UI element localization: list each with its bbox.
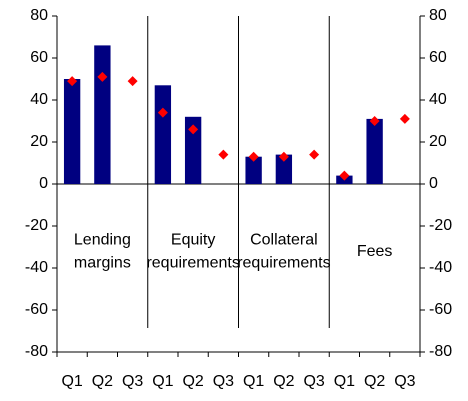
- group-label: Lending: [74, 232, 131, 249]
- bar: [94, 45, 111, 185]
- bar: [275, 154, 293, 184]
- y-tick-label: 60: [30, 49, 48, 66]
- group-label: Fees: [357, 243, 393, 260]
- diamond-marker: [278, 151, 289, 162]
- y2-tick-label: 40: [429, 91, 447, 108]
- diamond-marker: [67, 76, 78, 87]
- x-tick-label: Q2: [364, 373, 385, 390]
- bar: [366, 118, 383, 184]
- bar: [245, 156, 262, 184]
- y2-tick-label: -20: [429, 217, 452, 234]
- group-label: requirements: [237, 255, 330, 272]
- y-tick-label: 40: [30, 91, 48, 108]
- group-label: margins: [74, 255, 131, 272]
- diamond-marker: [127, 76, 138, 87]
- x-tick-label: Q3: [303, 373, 324, 390]
- y2-tick-label: -60: [429, 301, 452, 318]
- y2-tick-label: -40: [429, 259, 452, 276]
- y-tick-label: -20: [25, 217, 48, 234]
- y-tick-label: -60: [25, 301, 48, 318]
- x-tick-label: Q1: [152, 373, 173, 390]
- x-tick-label: Q2: [182, 373, 203, 390]
- x-tick-label: Q2: [92, 373, 113, 390]
- x-tick-label: Q1: [243, 373, 264, 390]
- diamond-marker: [369, 116, 380, 126]
- group-label: Equity: [171, 232, 215, 249]
- x-tick-label: Q3: [394, 373, 415, 390]
- y2-tick-label: 0: [429, 175, 438, 192]
- x-tick-label: Q3: [213, 373, 234, 390]
- bar: [184, 116, 202, 184]
- x-tick-label: Q3: [122, 373, 143, 390]
- y2-tick-label: 60: [429, 49, 447, 66]
- y-tick-label: 0: [39, 175, 48, 192]
- x-tick-label: Q2: [273, 373, 294, 390]
- y2-tick-label: 80: [429, 7, 447, 24]
- diamond-marker: [339, 170, 350, 181]
- bar: [154, 85, 172, 184]
- diamond-marker: [248, 151, 259, 162]
- x-tick-label: Q1: [61, 373, 82, 390]
- bar: [63, 79, 81, 184]
- diamond-marker: [399, 113, 410, 124]
- group-label: requirements: [146, 255, 239, 272]
- y-tick-label: 80: [30, 7, 48, 24]
- diamond-marker: [157, 107, 168, 118]
- diamond-marker: [218, 149, 229, 160]
- group-label: Collateral: [250, 232, 318, 249]
- diamond-marker: [97, 71, 108, 82]
- y-tick-label: -80: [25, 343, 48, 360]
- diamond-marker: [309, 149, 320, 160]
- y-tick-label: 20: [30, 133, 48, 150]
- x-tick-label: Q1: [334, 373, 355, 390]
- y2-tick-label: -80: [429, 343, 452, 360]
- y2-tick-label: 20: [429, 133, 447, 150]
- y-tick-label: -40: [25, 259, 48, 276]
- diamond-marker: [188, 124, 199, 135]
